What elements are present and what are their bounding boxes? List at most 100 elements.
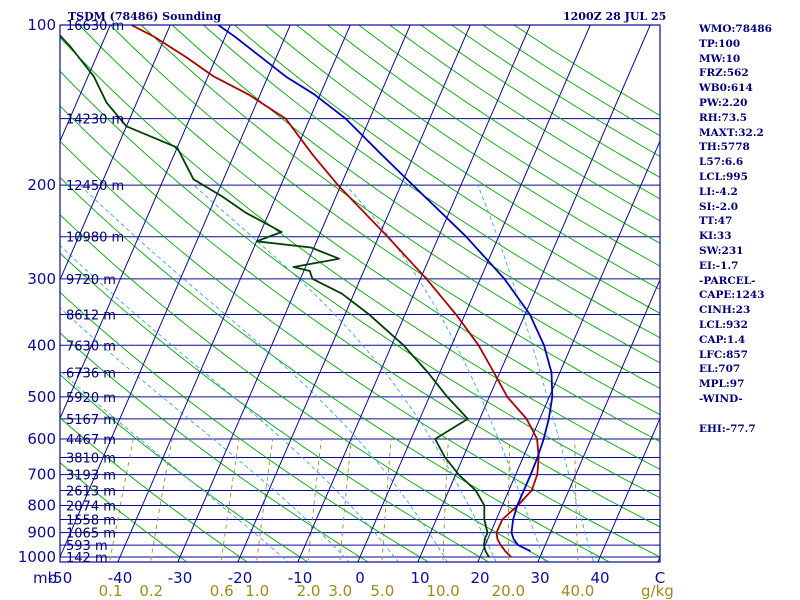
mixing-ratio-line <box>307 438 322 562</box>
index-row: MW:10 <box>699 52 741 65</box>
pressure-tick-label: 300 <box>27 270 56 288</box>
height-label: 10980 m <box>66 231 124 246</box>
moist-adiabat-line <box>79 184 448 562</box>
chart-timestamp: 1200Z 28 JUL 25 <box>563 10 666 23</box>
pressure-tick-label: 500 <box>27 388 56 406</box>
index-row: EI:-1.7 <box>699 259 739 272</box>
temperature-tick-label: 10 <box>410 569 429 587</box>
temperature-tick-label: -10 <box>288 569 313 587</box>
pressure-tick-label: 800 <box>27 496 56 514</box>
pressure-unit-label: mb <box>33 569 57 587</box>
height-label: 1558 m <box>66 513 116 528</box>
dry-adiabat-line <box>60 70 660 499</box>
moist-adiabats <box>60 184 594 562</box>
pressure-tick-label: 100 <box>27 16 56 34</box>
index-row: KI:33 <box>699 230 732 243</box>
dry-adiabat-line <box>60 332 369 562</box>
height-labels: 16630 m 14230 m 12450 m 10980 m 9720 m 8612 m… <box>66 19 124 566</box>
height-label: 7630 m <box>66 339 116 354</box>
height-label: 9720 m <box>66 273 116 288</box>
isotherm-line <box>237 25 471 562</box>
dry-adiabat-line <box>60 291 430 562</box>
dry-adiabat-line <box>140 25 660 389</box>
moist-adiabat-line <box>193 184 497 562</box>
index-row: SW:231 <box>699 244 744 257</box>
index-row: CINH:23 <box>699 304 751 317</box>
dry-adiabat-line <box>203 25 660 339</box>
index-row: LCL:932 <box>699 318 748 331</box>
index-row: RH:73.5 <box>699 111 748 124</box>
index-row: TH:5778 <box>699 141 750 154</box>
stability-indices-panel: WMO:78486 TP:100 MW:10 FRZ:562 WB0:614 PW:2.2… <box>699 22 799 436</box>
height-label: 142 m <box>66 551 108 566</box>
height-label: 5920 m <box>66 391 116 406</box>
dry-adiabat-line <box>265 25 660 290</box>
dewpoint-profile-line <box>60 34 490 558</box>
isotherm-line <box>597 417 660 562</box>
mixing-ratio-tick-label: 0.6 <box>210 582 234 600</box>
temperature-tick-label: 0 <box>355 569 365 587</box>
mixing-ratio-tick-label: 5.0 <box>370 582 394 600</box>
isotherm-line <box>477 139 660 562</box>
mixing-ratio-line <box>507 438 511 562</box>
dry-adiabat-line <box>60 140 660 558</box>
mixing-ratio-line <box>220 438 240 562</box>
dry-adiabat-line <box>60 417 249 562</box>
index-row: -PARCEL- <box>699 274 756 287</box>
moist-adiabat-line <box>60 370 289 562</box>
dry-adiabat-line <box>234 25 660 314</box>
dry-adiabat-line <box>109 25 660 416</box>
index-row: CAP:1.4 <box>699 333 746 346</box>
mixing-ratio-line <box>442 438 449 562</box>
isotherm-line <box>357 25 591 562</box>
mixing-ratio-line <box>339 438 352 562</box>
chart-title: TSDM (78486) Sounding <box>68 10 221 23</box>
index-row: L57:6.6 <box>699 156 744 169</box>
pressure-tick-label: 700 <box>27 466 56 484</box>
dry-adiabat-line <box>60 214 551 562</box>
moist-adiabat-line <box>60 307 350 562</box>
temperature-tick-label: -30 <box>168 569 193 587</box>
isotherm-line <box>60 25 231 420</box>
temperature-tick-label: 30 <box>530 569 549 587</box>
mixing-ratio-line <box>574 438 579 562</box>
dry-adiabats <box>60 25 660 562</box>
mixing-ratio-tick-label: 1.0 <box>245 582 269 600</box>
index-row: MAXT:32.2 <box>699 126 764 139</box>
mixing-ratio-tick-label: 0.1 <box>99 582 123 600</box>
moist-adiabat-line <box>345 184 546 562</box>
index-row: WB0:614 <box>699 82 753 95</box>
mixing-ratio-axis-labels: 0.1 0.2 0.6 1.0 2.0 3.0 5.0 10.0 20.0 40.0 <box>99 582 595 600</box>
isotherm-line <box>60 25 291 559</box>
height-label: 5167 m <box>66 413 116 428</box>
isotherm-line <box>177 25 411 562</box>
height-label: 1065 m <box>66 527 116 542</box>
isotherm-line <box>117 25 351 562</box>
pressure-tick-label: 1000 <box>18 548 56 566</box>
moist-adiabat-line <box>60 244 399 562</box>
temperature-profile-line <box>130 25 540 558</box>
index-row: CAPE:1243 <box>699 289 765 302</box>
index-row: TP:100 <box>699 37 741 50</box>
index-row: EHI:-77.7 <box>699 422 756 435</box>
mixing-ratio-tick-label: 10.0 <box>426 582 459 600</box>
isotherm-line <box>0 25 50 568</box>
mixing-ratio-tick-label: 40.0 <box>561 582 594 600</box>
temperature-tick-label: -20 <box>228 569 253 587</box>
mixing-ratio-tick-label: 20.0 <box>492 582 525 600</box>
dry-adiabat-line <box>60 374 309 562</box>
index-row: PW:2.20 <box>699 96 748 109</box>
index-row: FRZ:562 <box>699 67 749 80</box>
temperature-tick-label: 40 <box>590 569 609 587</box>
height-label: 3810 m <box>66 451 116 466</box>
dry-adiabat-line <box>60 105 660 528</box>
height-label: 14230 m <box>66 113 124 128</box>
sounding-profiles <box>60 25 554 558</box>
pressure-axis-labels: 100 200 300 400 500 600 700 800 900 1000 <box>18 16 56 566</box>
index-row: WMO:78486 <box>699 23 772 35</box>
isotherm-line <box>537 278 660 562</box>
height-label: 2613 m <box>66 485 116 500</box>
height-label: 3193 m <box>66 469 116 484</box>
mixing-ratio-unit-label: g/kg <box>641 582 674 600</box>
